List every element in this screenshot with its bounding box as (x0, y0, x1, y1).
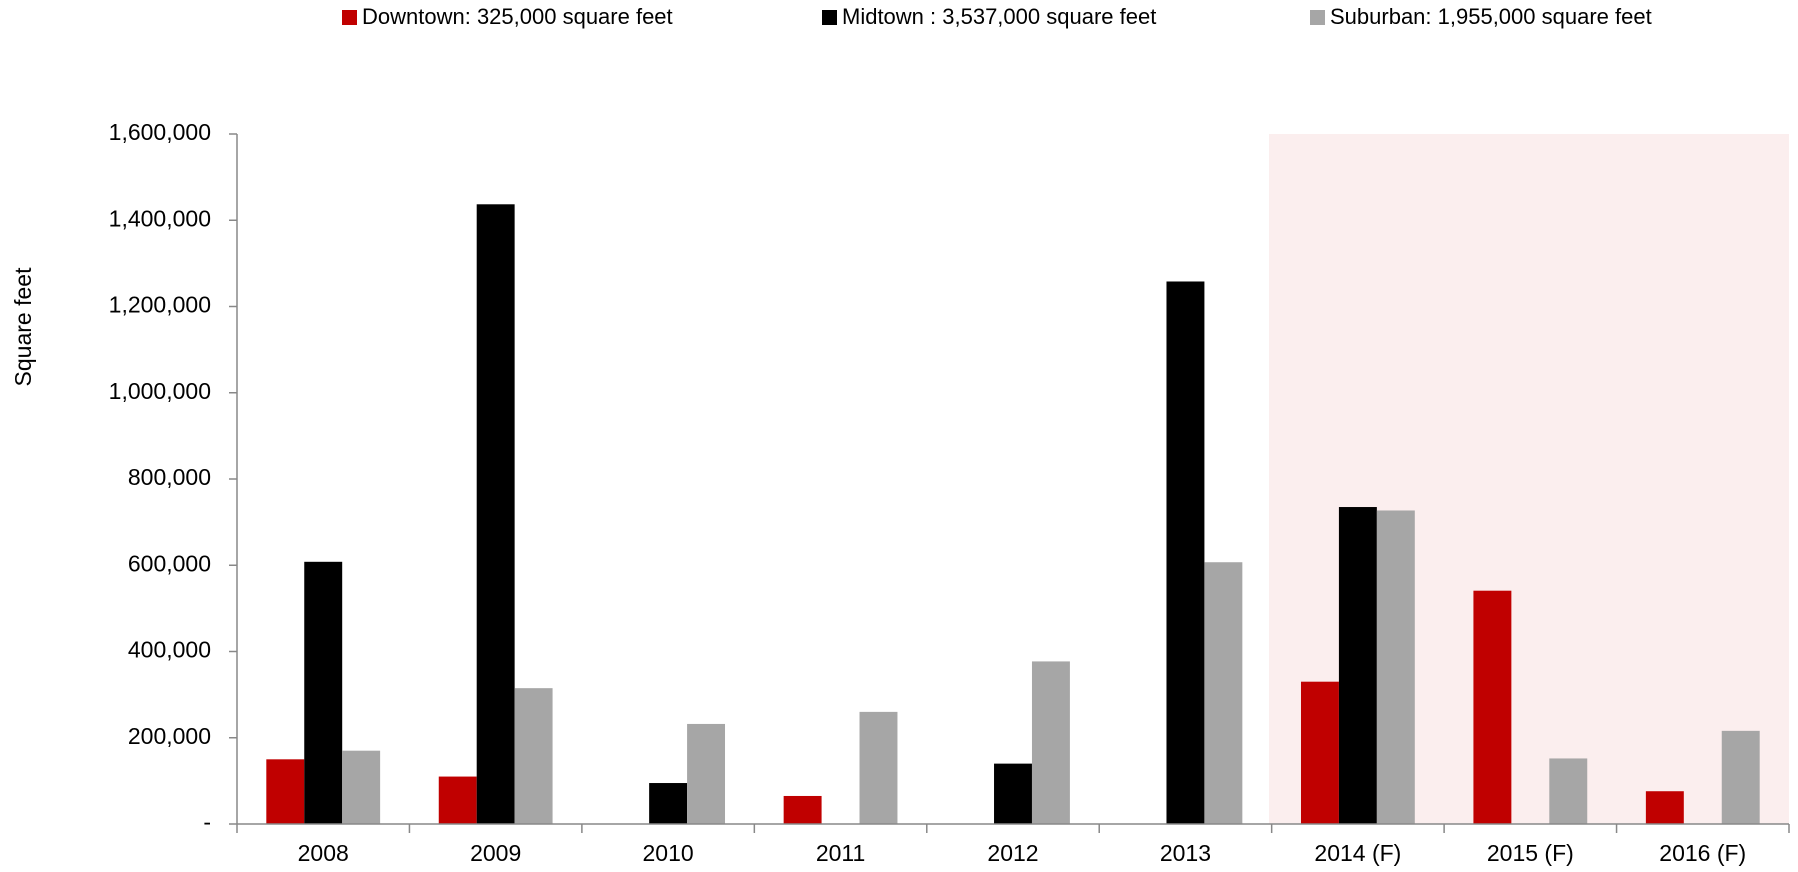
bar (1645, 791, 1684, 824)
bar (1473, 590, 1512, 824)
legend-swatch (822, 10, 837, 25)
bar (994, 763, 1032, 824)
x-tick-label: 2012 (987, 840, 1038, 866)
bar (783, 795, 822, 824)
y-tick-label: 1,000,000 (109, 378, 211, 404)
bar (1549, 758, 1588, 824)
bar (859, 711, 898, 824)
bar (1721, 730, 1760, 824)
bar (649, 783, 688, 824)
x-tick-label: 2011 (816, 840, 865, 866)
bar (476, 204, 515, 824)
bar (1376, 510, 1415, 824)
bar (266, 759, 305, 824)
bar (1300, 681, 1339, 824)
x-tick-label: 2013 (1160, 840, 1211, 866)
y-tick-label: 1,600,000 (109, 119, 211, 145)
x-tick-label: 2010 (643, 840, 694, 866)
y-tick-label: 400,000 (128, 637, 211, 663)
bar (1338, 507, 1377, 824)
y-axis-title: Square feet (10, 267, 36, 387)
bar (514, 688, 553, 824)
x-tick-label: 2008 (298, 840, 349, 866)
y-tick-label: 1,200,000 (109, 292, 211, 318)
y-tick-label: 600,000 (128, 550, 211, 576)
bar (1031, 661, 1070, 824)
legend-swatch (342, 10, 357, 25)
y-tick-label: 1,400,000 (109, 205, 211, 231)
y-tick-label: 800,000 (128, 464, 211, 490)
bar (1166, 281, 1205, 824)
x-tick-label: 2016 (F) (1659, 840, 1746, 866)
bar (438, 776, 477, 824)
legend-label: Downtown: 325,000 square feet (362, 4, 673, 29)
bar (1204, 562, 1243, 824)
x-tick-label: 2015 (F) (1487, 840, 1574, 866)
legend-label: Suburban: 1,955,000 square feet (1330, 4, 1652, 29)
x-tick-label: 2014 (F) (1314, 840, 1401, 866)
legend-label: Midtown : 3,537,000 square feet (842, 4, 1156, 29)
x-tick-label: 2009 (470, 840, 521, 866)
bar (342, 750, 381, 824)
legend-swatch (1310, 10, 1325, 25)
y-tick-label: - (203, 809, 211, 835)
bar (304, 561, 343, 824)
y-tick-label: 200,000 (128, 723, 211, 749)
bar (687, 723, 726, 824)
